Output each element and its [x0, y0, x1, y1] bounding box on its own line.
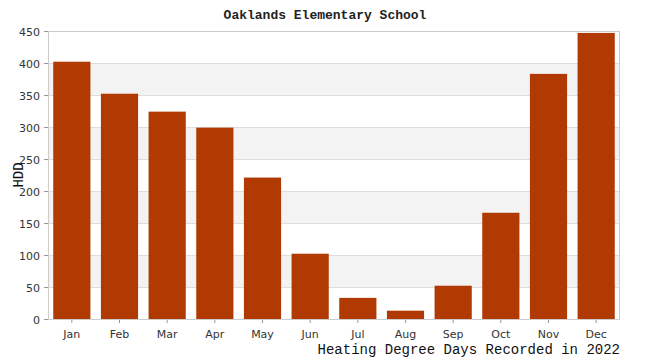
y-tick [44, 31, 48, 32]
bar [387, 311, 424, 319]
x-tick-label: Aug [395, 328, 416, 341]
bar [578, 33, 615, 319]
y-axis-label: HDD [11, 162, 27, 187]
bar [339, 298, 376, 319]
y-tick-label: 450 [19, 26, 40, 39]
y-tick [44, 63, 48, 64]
grid-line [48, 63, 620, 64]
bar [530, 74, 567, 319]
x-tick-label: Nov [538, 328, 560, 341]
x-tick-label: Jun [301, 328, 319, 341]
plot-background [48, 31, 620, 319]
bar [482, 213, 519, 319]
x-tick-label: May [251, 328, 274, 341]
y-tick [44, 159, 48, 160]
x-tick-label: Apr [205, 328, 225, 341]
bar [244, 178, 281, 319]
y-tick [44, 191, 48, 192]
x-tick-label: Feb [110, 328, 129, 341]
x-axis-label: Heating Degree Days Recorded in 2022 [318, 342, 620, 358]
x-tick-label: Jan [62, 328, 80, 341]
y-tick-label: 400 [19, 58, 40, 71]
y-tick [44, 255, 48, 256]
x-tick-label: Sep [443, 328, 464, 341]
bar [53, 62, 90, 319]
y-tick-label: 0 [33, 314, 40, 327]
y-tick [44, 95, 48, 96]
x-tick-label: Mar [157, 328, 178, 341]
y-tick [44, 319, 48, 320]
y-tick-label: 50 [26, 282, 40, 295]
y-tick [44, 287, 48, 288]
x-tick-label: Dec [586, 328, 607, 341]
y-tick-label: 100 [19, 250, 40, 263]
bar [435, 286, 472, 319]
y-tick-label: 350 [19, 90, 40, 103]
bars [53, 33, 615, 319]
y-tick [44, 127, 48, 128]
chart-title: Oaklands Elementary School [224, 8, 427, 23]
y-tick-label: 150 [19, 218, 40, 231]
bar [101, 94, 138, 319]
bar [292, 254, 329, 319]
y-tick-label: 300 [19, 122, 40, 135]
chart-svg: 050100150200250300350400450JanFebMarAprM… [0, 0, 650, 360]
chart-container: 050100150200250300350400450JanFebMarAprM… [0, 0, 650, 360]
bar [149, 112, 186, 319]
page: {"chart_data": {"type": "bar", "title": … [0, 0, 650, 360]
x-tick-label: Oct [491, 328, 511, 341]
y-tick [44, 223, 48, 224]
plot-frame [49, 32, 620, 320]
bar [196, 128, 233, 319]
x-tick-label: Jul [350, 328, 364, 341]
